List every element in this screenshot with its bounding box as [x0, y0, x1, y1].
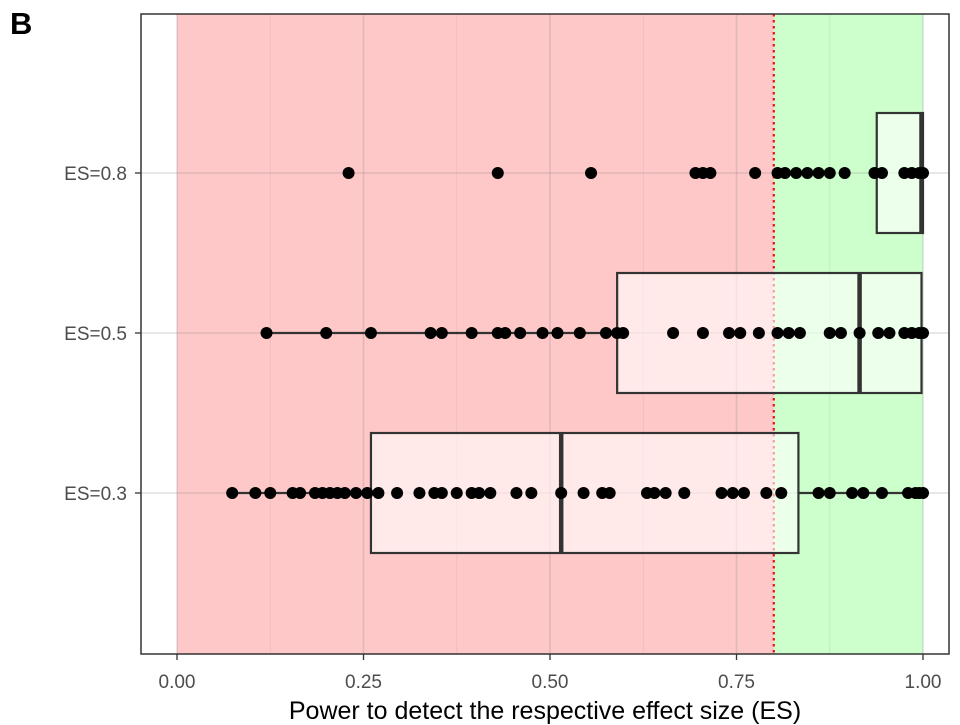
x-axis-title: Power to detect the respective effect si…: [289, 697, 801, 725]
data-point-1-8: [514, 327, 527, 339]
data-point-0-13: [391, 487, 404, 499]
data-point-1-16: [696, 327, 709, 339]
x-tick-label-2: 0.50: [532, 672, 569, 693]
x-tick-label-0: 0.00: [159, 672, 196, 693]
data-point-0-12: [372, 487, 385, 499]
data-point-1-9: [536, 327, 549, 339]
x-tick-label-1: 0.25: [345, 672, 382, 693]
y-tick-label-1: ES=0.5: [64, 324, 127, 345]
data-point-0-20: [484, 487, 497, 499]
y-tick-label-2: ES=0.8: [64, 164, 127, 185]
data-point-0-24: [577, 487, 590, 499]
plot-border: [140, 13, 950, 655]
data-point-0-29: [659, 487, 672, 499]
data-point-2-2: [585, 167, 598, 179]
data-point-0-14: [413, 487, 426, 499]
data-point-2-1: [491, 167, 504, 179]
data-point-0-10: [350, 487, 363, 499]
data-point-0-37: [823, 487, 836, 499]
data-point-2-15: [875, 167, 888, 179]
data-point-0-34: [760, 487, 773, 499]
data-point-0-21: [510, 487, 523, 499]
data-point-0-39: [857, 487, 870, 499]
data-point-0-44: [917, 487, 929, 499]
data-point-1-14: [617, 327, 630, 339]
data-point-2-12: [823, 167, 836, 179]
data-point-1-15: [667, 327, 680, 339]
data-point-1-18: [734, 327, 747, 339]
panel-label: B: [10, 6, 33, 41]
data-point-0-16: [435, 487, 448, 499]
data-point-1-22: [793, 327, 806, 339]
data-point-1-19: [752, 327, 765, 339]
data-point-0-26: [603, 487, 616, 499]
data-point-0-4: [294, 487, 307, 499]
x-tick-label-4: 1.00: [905, 672, 942, 693]
data-point-0-38: [846, 487, 859, 499]
data-point-0-22: [525, 487, 538, 499]
data-point-1-3: [424, 327, 437, 339]
data-point-1-10: [551, 327, 564, 339]
data-point-1-4: [435, 327, 448, 339]
data-point-0-23: [555, 487, 568, 499]
data-point-2-0: [342, 167, 355, 179]
data-point-1-27: [883, 327, 896, 339]
data-point-1-31: [917, 327, 929, 339]
data-point-1-11: [573, 327, 586, 339]
data-point-0-36: [812, 487, 825, 499]
data-point-1-0: [260, 327, 273, 339]
data-point-0-30: [678, 487, 691, 499]
data-point-0-19: [473, 487, 486, 499]
data-point-0-0: [226, 487, 239, 499]
y-tick-label-0: ES=0.3: [64, 484, 127, 505]
data-point-0-2: [264, 487, 277, 499]
data-point-1-12: [599, 327, 612, 339]
data-point-1-17: [723, 327, 736, 339]
data-point-1-21: [782, 327, 795, 339]
data-point-1-25: [853, 327, 866, 339]
data-point-2-6: [749, 167, 762, 179]
data-point-1-5: [465, 327, 478, 339]
data-point-2-5: [704, 167, 717, 179]
data-point-1-2: [364, 327, 377, 339]
data-point-2-10: [801, 167, 814, 179]
data-point-2-13: [838, 167, 851, 179]
data-point-0-1: [249, 487, 262, 499]
data-point-0-28: [648, 487, 661, 499]
data-point-0-33: [737, 487, 750, 499]
data-point-0-9: [338, 487, 351, 499]
data-point-2-11: [812, 167, 825, 179]
data-point-1-23: [823, 327, 836, 339]
data-point-1-1: [320, 327, 333, 339]
data-point-2-8: [778, 167, 791, 179]
data-point-2-9: [790, 167, 803, 179]
data-point-0-11: [361, 487, 374, 499]
data-point-0-32: [726, 487, 739, 499]
data-point-0-35: [775, 487, 788, 499]
data-point-2-19: [917, 167, 929, 179]
data-point-1-24: [834, 327, 847, 339]
data-point-1-26: [872, 327, 885, 339]
data-point-1-7: [499, 327, 512, 339]
data-point-0-31: [715, 487, 728, 499]
data-point-0-40: [875, 487, 888, 499]
data-point-0-17: [450, 487, 463, 499]
data-point-1-20: [771, 327, 784, 339]
x-tick-label-3: 0.75: [718, 672, 755, 693]
